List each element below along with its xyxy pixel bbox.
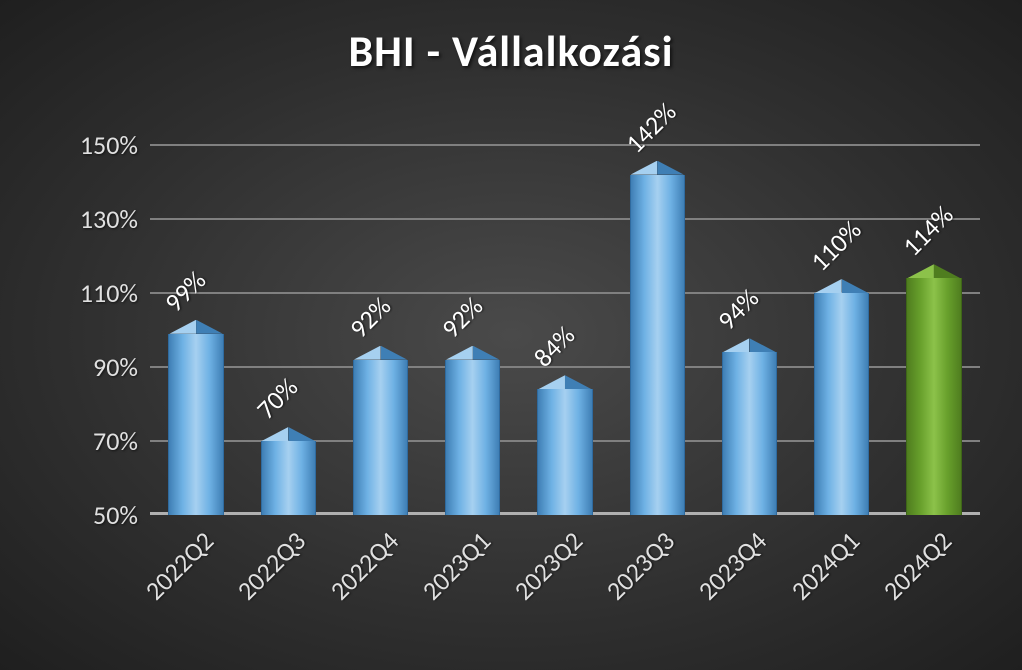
y-tick-label: 110% — [80, 277, 150, 309]
y-tick-label: 50% — [93, 499, 150, 531]
bar-slot: 114%2024Q2 — [888, 145, 980, 515]
x-tick-label: 2023Q4 — [686, 515, 777, 606]
x-tick-label: 2023Q3 — [594, 515, 685, 606]
y-tick-label: 150% — [80, 129, 150, 161]
bar: 110% — [814, 293, 869, 515]
bar: 114% — [906, 278, 961, 515]
bar-slot: 110%2024Q1 — [796, 145, 888, 515]
bar: 142% — [630, 175, 685, 515]
bar-slot: 92%2022Q4 — [334, 145, 426, 515]
bar: 92% — [353, 360, 408, 515]
x-tick-label: 2023Q2 — [502, 515, 593, 606]
x-tick-label: 2023Q1 — [410, 515, 501, 606]
bar: 99% — [168, 334, 223, 515]
plot-area: 50%70%90%110%130%150%99%2022Q270%2022Q39… — [150, 145, 980, 515]
y-tick-label: 90% — [93, 351, 150, 383]
x-tick-label: 2024Q2 — [871, 515, 962, 606]
bar-slot: 70%2022Q3 — [242, 145, 334, 515]
bar-slot: 99%2022Q2 — [150, 145, 242, 515]
bar: 94% — [722, 352, 777, 515]
bar: 84% — [537, 389, 592, 515]
bar: 70% — [261, 441, 316, 515]
chart-container: BHI - Vállalkozási 50% 70% 90% 110% 130% 150%… — [0, 0, 1022, 670]
chart-title: BHI - Vállalkozási — [0, 24, 1022, 78]
x-tick-label: 2022Q4 — [317, 515, 408, 606]
x-tick-label: 2024Q1 — [778, 515, 869, 606]
bar: 92% — [445, 360, 500, 515]
y-tick-label: 130% — [80, 203, 150, 235]
bar-slot: 142%2023Q3 — [611, 145, 703, 515]
y-tick-label: 70% — [93, 425, 150, 457]
bar-slot: 84%2023Q2 — [519, 145, 611, 515]
x-tick-label: 2022Q3 — [225, 515, 316, 606]
bar-slot: 92%2023Q1 — [427, 145, 519, 515]
bar-slot: 94%2023Q4 — [703, 145, 795, 515]
